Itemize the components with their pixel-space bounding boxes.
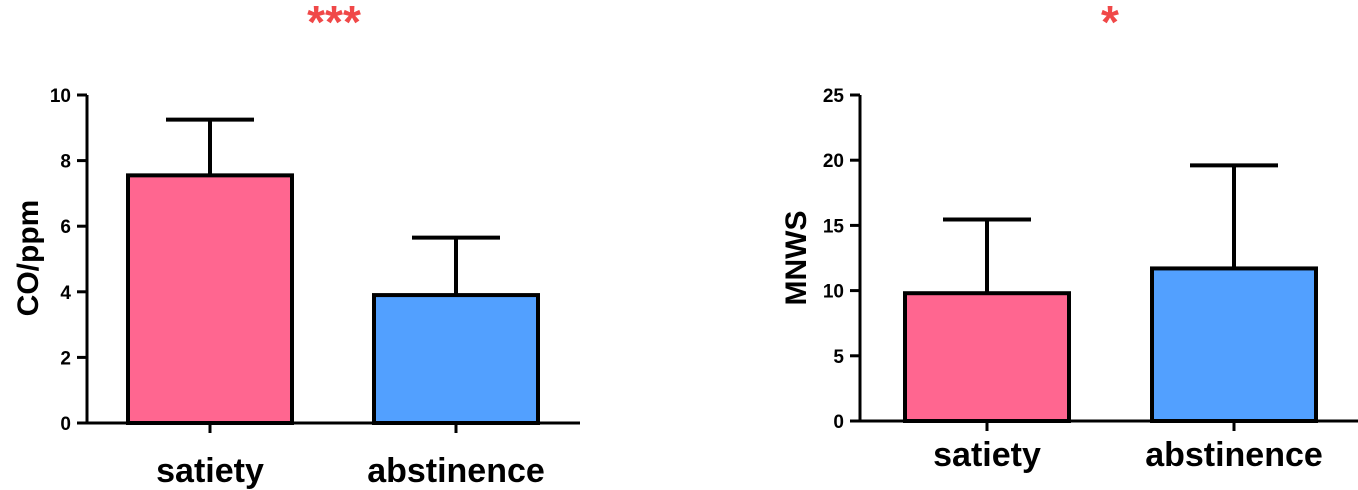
y-tick-label: 0: [833, 412, 844, 433]
mnws-plot: satiety abstinence 0 5 10 15 20 25: [823, 86, 1358, 474]
y-axis-title: CO/ppm: [12, 200, 45, 317]
bar-satiety: [126, 173, 294, 425]
x-tick-label: abstinence: [1145, 436, 1323, 474]
co-plot: satiety abstinence 0 2 4 6 8 10: [50, 86, 580, 490]
x-tick-label: satiety: [156, 452, 264, 490]
y-tick-label: 2: [60, 348, 71, 369]
y-axis-title: MNWS: [780, 211, 813, 306]
co-panel: *** CO/ppm satiety abstinence 0 2 4 6 8 10: [12, 0, 580, 490]
y-tick-label: 6: [60, 217, 71, 238]
y-tick-label: 10: [50, 86, 71, 107]
y-tick-label: 10: [823, 282, 844, 303]
bar-abstinence: [1150, 266, 1318, 423]
bar-abstinence: [372, 293, 540, 425]
y-tick-label: 15: [823, 216, 845, 237]
y-tick-label: 8: [60, 152, 71, 173]
y-tick-label: 4: [60, 283, 71, 304]
y-tick-label: 20: [823, 151, 844, 172]
y-tick-label: 25: [823, 86, 845, 107]
y-tick-label: 0: [60, 414, 71, 435]
mnws-panel: * MNWS satiety abstinence 0 5 10 15 20 25: [780, 0, 1358, 474]
significance-marker: ***: [307, 0, 361, 48]
x-tick-label: abstinence: [367, 452, 545, 490]
y-tick-label: 5: [833, 347, 844, 368]
significance-marker: *: [1101, 0, 1119, 48]
bar-satiety: [903, 291, 1071, 424]
x-tick-label: satiety: [933, 436, 1041, 474]
